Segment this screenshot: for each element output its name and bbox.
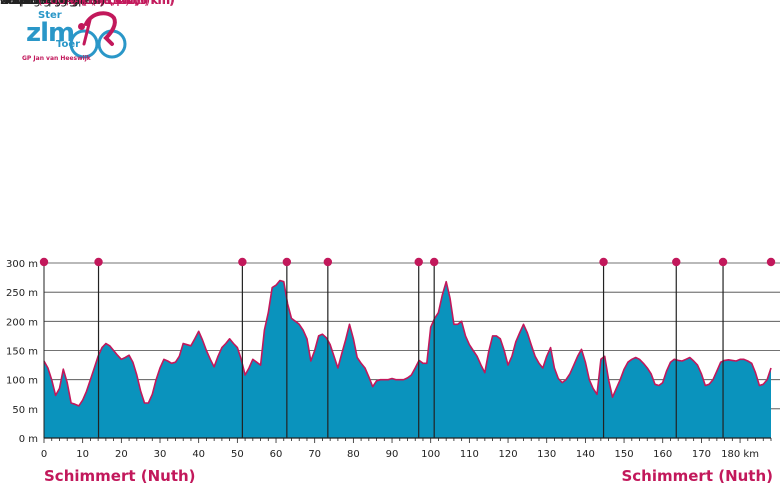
point-name: Koning van Spanje [0, 0, 111, 7]
point-name: Finish [0, 0, 34, 7]
point-dot [238, 257, 247, 267]
point-dot [599, 257, 608, 267]
point-name: Groenenweg [0, 0, 76, 7]
x-tick-label: 160 [653, 449, 672, 460]
x-tick-label: 60 [270, 449, 283, 460]
point-name: Ravitaillering [0, 0, 79, 7]
x-tick-label: 50 [231, 449, 244, 460]
point-distance: (62,8 km) [76, 0, 138, 7]
point-dot [766, 257, 776, 267]
point-distance: (73,4 km) [88, 0, 150, 7]
point-label: Cauberg (144,7 km) [0, 0, 121, 7]
point-dot [282, 257, 292, 267]
elevation-area [44, 280, 771, 438]
point-label: Finish (188,0 km) [0, 0, 104, 7]
y-tick-label: 200 m [6, 317, 38, 328]
start-place-label: Schimmert (Nuth) [44, 467, 196, 485]
x-tick-label: 80 [347, 449, 360, 460]
point-label: Puntensprint 1 (73,4 km) [0, 0, 150, 7]
point-dot [39, 257, 49, 267]
finish-place-label: Schimmert (Nuth) [621, 467, 773, 485]
point-dot [429, 257, 439, 267]
cyclist-icon [69, 11, 127, 59]
point-dot [718, 257, 728, 267]
logo-subtitle: GP Jan van Heeswijk [22, 55, 91, 62]
point-dot [414, 257, 423, 267]
x-tick-label: 110 [460, 449, 479, 460]
logo-ster: Ster [38, 10, 62, 21]
point-label: Gulperberg (96,9 km) [0, 0, 130, 7]
point-name: Bemelerberg [0, 0, 78, 7]
x-tick-label: 90 [386, 449, 399, 460]
y-tick-label: 300 m [6, 259, 38, 270]
x-tick-label: 20 [115, 449, 128, 460]
point-distance: (144,7 km) [51, 0, 121, 7]
logo-toer: Toer [56, 39, 81, 50]
point-name: Cauberg [0, 0, 51, 7]
x-tick-label: 150 [615, 449, 634, 460]
logo-dot [78, 23, 85, 30]
x-tick-label: 140 [576, 449, 595, 460]
logo: Ster zlm Toer GP Jan van Heeswijk [22, 8, 132, 70]
x-tick-label: 10 [76, 449, 89, 460]
point-distance: (175,6 km) [105, 0, 175, 7]
x-tick-label: 70 [308, 449, 321, 460]
point-distance: (100,9 km) [79, 0, 149, 7]
x-tick-label: 180 km [721, 449, 759, 460]
point-distance: (163,5 km) [105, 0, 175, 7]
point-dot [94, 257, 103, 267]
x-tick-label: 120 [498, 449, 517, 460]
y-tick-label: 250 m [6, 288, 38, 299]
point-name: 1e passage finish [0, 0, 105, 7]
x-tick-label: 130 [537, 449, 556, 460]
x-tick-label: 100 [421, 449, 440, 460]
x-tick-label: 0 [41, 449, 47, 460]
point-distance: (14,1 km) [78, 0, 140, 7]
point-name: 2e passage finish [0, 0, 105, 7]
point-name: Start [0, 0, 30, 7]
point-distance: (51,3 km) [111, 0, 173, 7]
x-tick-label: 40 [192, 449, 205, 460]
elevation-line [43, 279, 772, 407]
logo-zlm: zlm [26, 18, 75, 48]
point-label: Koning van Spanje (51,3 km) [0, 0, 174, 7]
y-tick-label: 50 m [12, 405, 38, 416]
x-tick-label: 170 [692, 449, 711, 460]
y-tick-label: 0 m [19, 434, 38, 445]
point-label: Ravitaillering (100,9 km) [0, 0, 149, 7]
point-name: Gulperberg [0, 0, 68, 7]
point-distance: (96,9 km) [68, 0, 130, 7]
y-tick-label: 150 m [6, 347, 38, 358]
point-label: Bemelerberg (14,1 km) [0, 0, 140, 7]
point-name: Puntensprint 1 [0, 0, 88, 7]
point-distance: (188,0 km) [34, 0, 104, 7]
x-tick-label: 30 [154, 449, 167, 460]
point-label: 2e passage finish (175,6 km) [0, 0, 175, 7]
point-dot [672, 257, 681, 267]
point-dot [323, 257, 333, 267]
point-label: Start [0, 0, 30, 7]
point-label: Groenenweg (62,8 km) [0, 0, 138, 7]
point-label: 1e passage finish (163,5 km) [0, 0, 175, 7]
y-tick-label: 100 m [6, 376, 38, 387]
